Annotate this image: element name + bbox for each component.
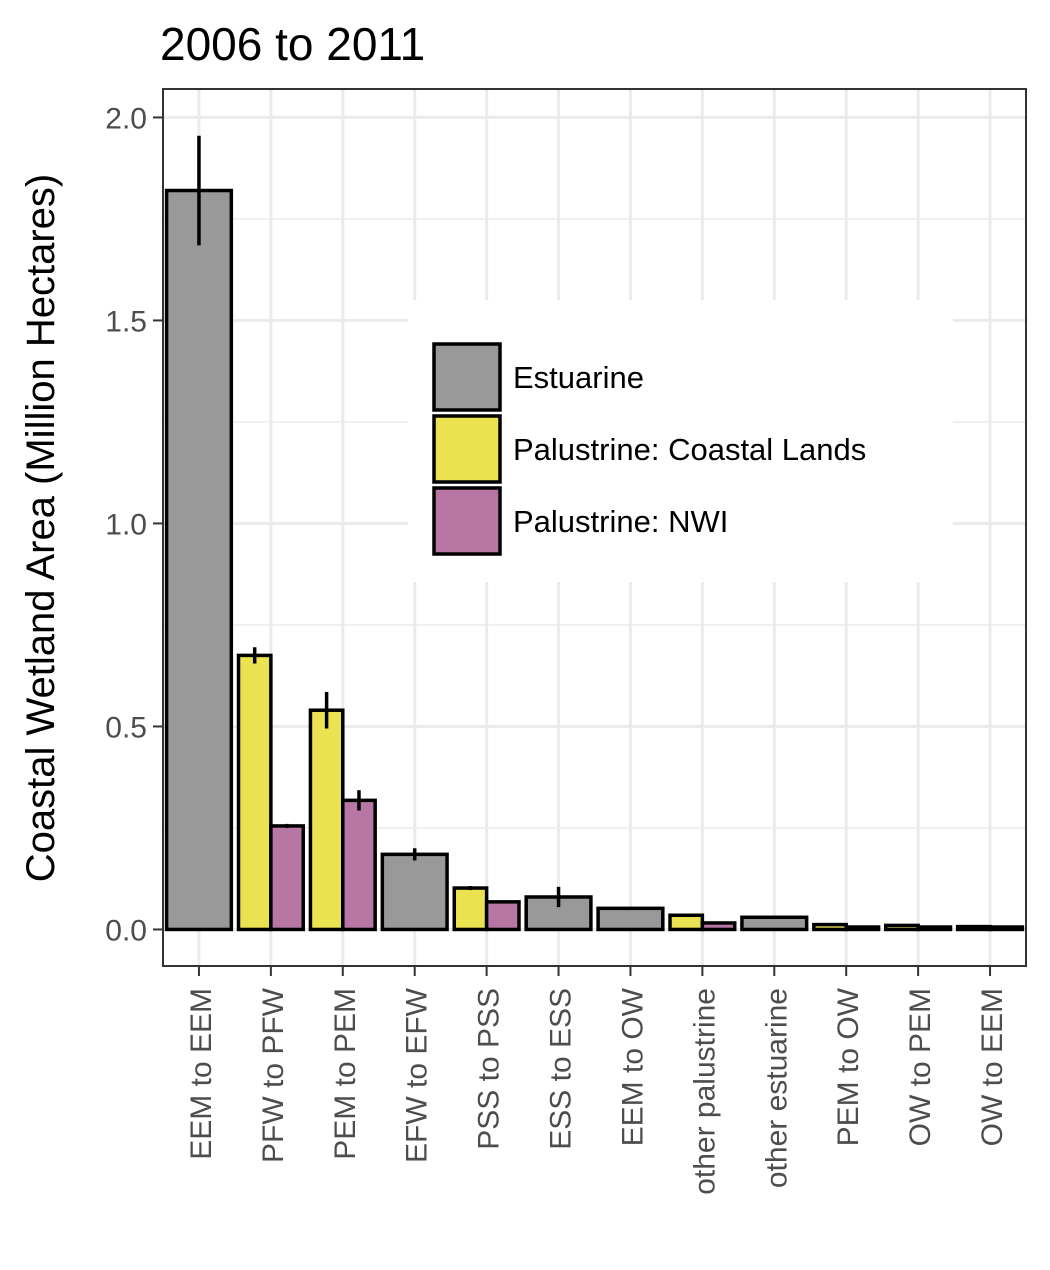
legend-key-1 [432, 342, 502, 412]
y-tick-label: 0.5 [105, 711, 147, 744]
bar [269, 824, 305, 932]
x-tick-label: EEM to EEM [185, 988, 218, 1160]
bar [452, 886, 489, 932]
x-tick-label: EFW to EFW [401, 987, 434, 1163]
x-tick-label: PFW to PFW [257, 987, 290, 1163]
legend-key-3 [432, 486, 502, 556]
bar [740, 915, 809, 932]
bar [812, 922, 848, 932]
bar [596, 906, 665, 932]
x-tick-label: PEM to PEM [329, 988, 362, 1160]
x-tick-label: PSS to PSS [473, 988, 506, 1150]
y-axis-label: Coastal Wetland Area (Million Hectares) [19, 174, 63, 882]
legend-label-2: Palustrine: Coastal Lands [513, 432, 866, 467]
y-tick-label: 0.0 [105, 914, 147, 947]
bar [916, 925, 953, 932]
bar [380, 852, 449, 932]
y-tick-label: 2.0 [105, 102, 147, 135]
bar [884, 923, 920, 932]
chart-title: 2006 to 2011 [160, 18, 425, 70]
x-tick-label: other palustrine [688, 988, 721, 1195]
x-tick-label: EEM to OW [616, 987, 649, 1146]
bar [308, 708, 345, 932]
bar [341, 798, 377, 932]
legend-label-1: Estuarine [513, 360, 644, 395]
y-tick-label: 1.0 [105, 508, 147, 541]
x-tick-label: OW to PEM [904, 988, 937, 1146]
bar [700, 921, 737, 932]
x-tick-label: ESS to ESS [545, 988, 578, 1150]
bar [484, 900, 521, 932]
legend-key-2 [432, 414, 502, 484]
bar [668, 913, 705, 932]
plot-area: Estuarine Palustrine: Coastal Lands Palust… [105, 88, 1027, 1195]
legend-label-3: Palustrine: NWI [513, 504, 728, 539]
bar [988, 925, 1025, 932]
bar [164, 188, 234, 932]
x-tick-label: PEM to OW [832, 987, 865, 1146]
x-tick-label: OW to EEM [976, 988, 1009, 1146]
bar [955, 924, 992, 932]
plot-border [162, 88, 1027, 967]
x-tick-label: other estuarine [760, 988, 793, 1188]
y-tick-label: 1.5 [105, 305, 147, 338]
bar [844, 925, 881, 932]
bar [236, 653, 273, 932]
